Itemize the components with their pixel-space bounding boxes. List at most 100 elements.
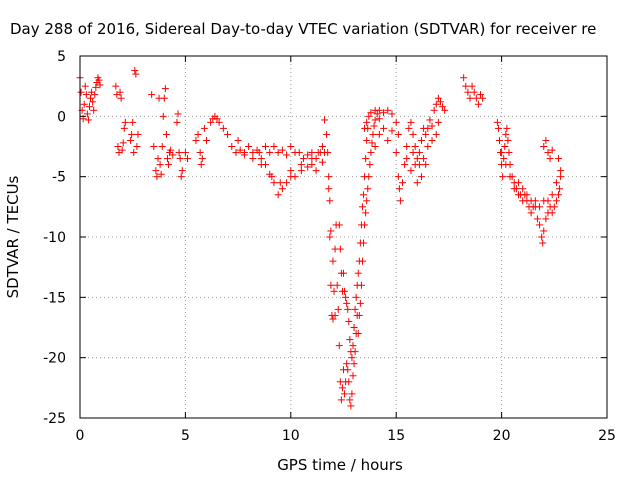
data-point [304,163,312,171]
data-point [228,143,236,150]
data-point [527,209,535,217]
data-point [349,342,357,350]
data-point [373,110,381,118]
x-tick-labels: 0 5 10 15 20 25 [76,428,616,444]
x-tick-label: 5 [181,428,190,444]
data-point [181,149,189,157]
data-point [167,146,175,154]
data-point [470,88,478,96]
data-point [384,136,392,144]
data-point [178,167,186,175]
data-point [153,173,161,181]
data-point [550,203,558,211]
data-point [424,124,432,132]
data-point [176,155,184,163]
data-point [114,143,122,150]
y-tick-labels: -25 -20 -15 -10 -5 0 5 [43,49,66,427]
data-point [343,360,351,368]
data-point [542,215,550,223]
data-point [161,85,169,93]
data-point [327,227,335,235]
data-point [255,149,263,157]
data-point [174,110,182,118]
data-point [80,100,88,108]
data-point [91,91,99,99]
data-point [409,130,417,138]
y-tick-label: -25 [43,411,66,427]
data-point [415,149,423,157]
data-point [117,94,125,102]
data-point [357,281,365,289]
data-point [370,122,378,130]
data-point [347,402,355,410]
data-point [413,179,421,187]
data-point [348,390,356,398]
data-point [321,116,329,124]
data-point [162,130,170,138]
data-point [340,269,347,277]
data-point [134,130,142,138]
data-point [557,167,565,175]
data-point [552,197,560,205]
data-point [355,311,363,319]
data-point [405,124,413,132]
data-point [360,191,368,199]
data-point [539,239,547,247]
data-point [363,136,371,144]
data-point [314,149,322,157]
grid-lines [80,56,607,418]
data-point [132,70,140,78]
data-point [552,179,560,187]
data-point [295,149,303,157]
data-point [394,173,402,181]
data-point [533,215,541,223]
data-point [441,106,449,114]
data-point [96,81,104,89]
data-point [197,161,205,169]
data-point [177,173,185,181]
data-point [184,155,192,163]
data-point [83,110,91,118]
data-point [411,161,419,169]
data-point [283,179,291,187]
data-point [428,136,436,144]
data-point [297,167,305,175]
data-point [158,143,166,150]
data-point [555,155,563,163]
data-point [392,149,400,157]
y-tick-label: -20 [43,351,66,367]
data-point [274,191,282,199]
data-point [348,354,356,362]
data-point [493,118,501,126]
data-point [287,167,295,175]
data-point [527,197,535,205]
data-point [403,155,411,163]
data-point [95,76,103,84]
y-tick-label: -5 [52,170,66,186]
data-point [326,197,334,205]
data-point [219,124,227,132]
data-point [462,82,470,90]
data-point [323,130,331,138]
data-point [236,146,244,154]
data-point [330,287,338,295]
data-point [536,203,544,211]
data-point [202,136,210,144]
data-point [215,118,223,126]
data-point [500,155,508,163]
data-point [120,124,128,132]
data-point [542,136,550,144]
data-point [318,143,326,150]
data-point [335,342,343,350]
data-point [396,197,404,205]
x-tick-label: 20 [493,428,511,444]
data-point [325,185,333,193]
data-point [407,167,415,175]
data-point [375,130,383,138]
x-tick-label: 25 [598,428,616,444]
data-point [523,191,531,199]
data-point [351,305,359,313]
data-point [308,155,316,163]
data-point [329,315,337,323]
data-point [514,191,522,199]
